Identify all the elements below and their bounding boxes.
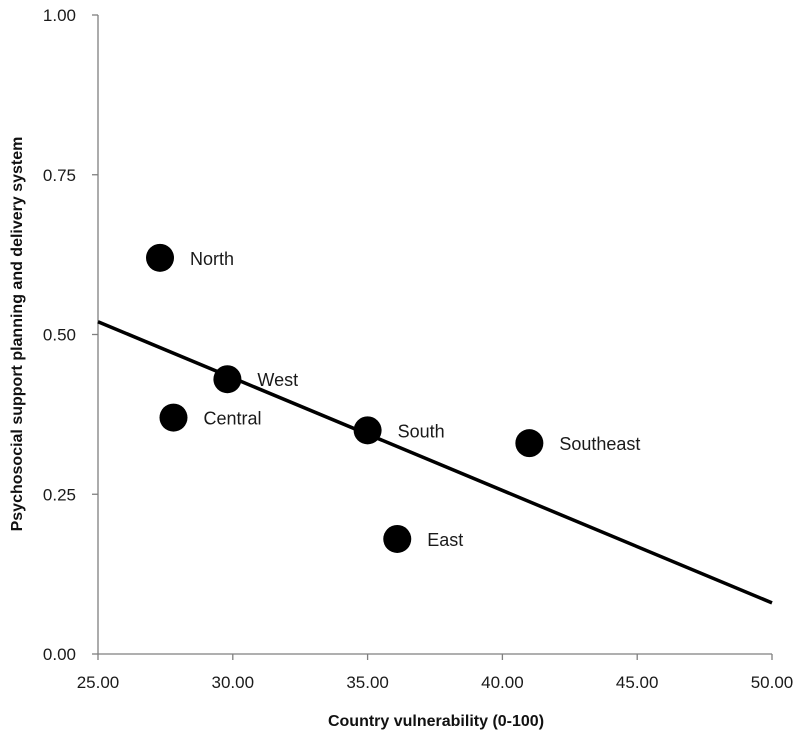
point-label-west: West [257,370,298,390]
data-point-east [383,524,412,553]
x-tick-label: 25.00 [77,673,120,692]
data-point-south [353,416,382,445]
x-axis-title: Country vulnerability (0-100) [328,713,544,730]
x-tick-label: 40.00 [481,673,524,692]
y-tick-label: 1.00 [43,6,76,25]
data-point-north [146,243,175,272]
point-label-east: East [427,530,463,550]
point-label-southeast: Southeast [559,434,640,454]
y-tick-label: 0.50 [43,326,76,345]
point-label-north: North [190,249,234,269]
y-axis-title: Psychosocial support planning and delive… [9,137,26,532]
y-tick-label: 0.00 [43,645,76,664]
x-tick-label: 45.00 [616,673,659,692]
trendline-group [97,320,773,605]
point-label-central: Central [203,409,261,429]
y-axis-ticks: 0.00 0.25 0.50 0.75 1.00 [43,6,98,664]
x-tick-label: 50.00 [751,673,794,692]
data-point-west [213,365,242,394]
y-tick-label: 0.25 [43,485,76,504]
data-point-southeast [515,429,544,458]
x-tick-label: 35.00 [346,673,389,692]
point-label-south: South [398,421,445,441]
data-points: North West Central South Southeast East [146,243,640,553]
y-tick-label: 0.75 [43,166,76,185]
x-axis-ticks: 25.00 30.00 35.00 40.00 45.00 50.00 [77,654,794,692]
trendline [97,320,773,605]
data-point-central [159,403,188,432]
x-tick-label: 30.00 [212,673,255,692]
axes [97,15,772,655]
